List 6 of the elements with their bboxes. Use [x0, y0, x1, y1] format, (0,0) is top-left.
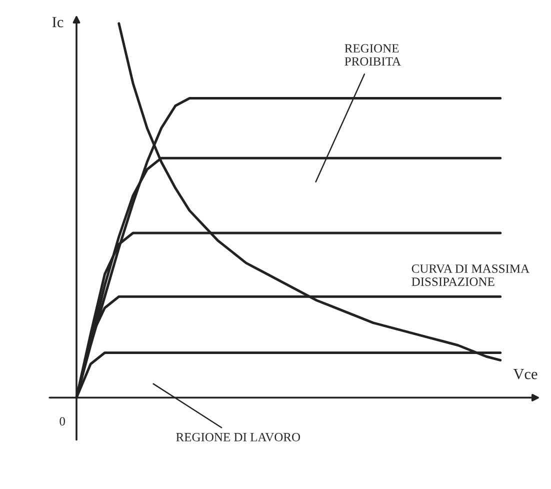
x-axis-title: Vce	[513, 369, 538, 380]
annotation: CURVA DI MASSIMA DISSIPAZIONE	[412, 264, 530, 286]
annotation: REGIONE PROIBITA	[344, 44, 401, 66]
text: REGIONE DI LAVORO	[176, 432, 300, 442]
y-axis-title: Ic	[52, 17, 64, 28]
text: 0	[60, 417, 66, 426]
